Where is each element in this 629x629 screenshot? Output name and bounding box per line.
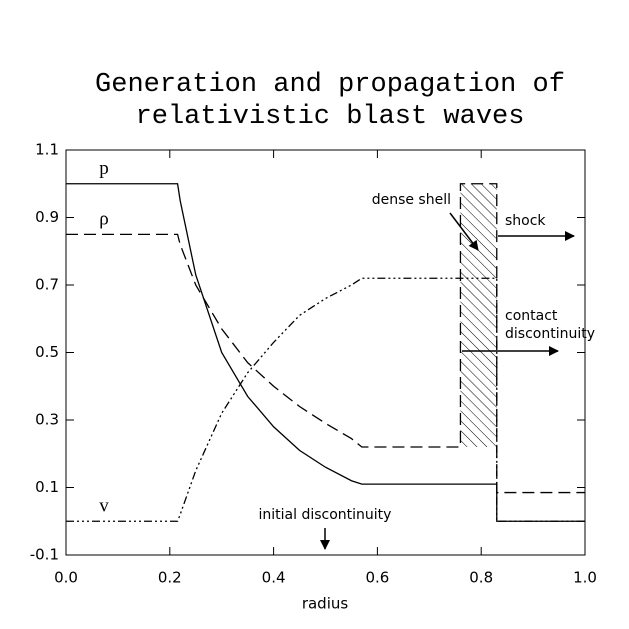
annotation: initial discontinuity — [259, 507, 392, 523]
shell-hatch — [460, 183, 497, 447]
x-tick-label: 1.0 — [573, 569, 597, 587]
line-series — [66, 183, 585, 494]
series-label: ρ — [99, 209, 108, 230]
annotation: contact — [505, 308, 558, 324]
y-tick-label: 0.1 — [35, 478, 59, 496]
line-series — [66, 277, 585, 522]
y-tick-label: 0.5 — [35, 343, 59, 361]
annotation: discontinuity — [505, 326, 595, 342]
x-tick-label: 0.0 — [54, 569, 78, 587]
x-tick-label: 0.8 — [469, 569, 493, 587]
y-tick-label: 1.1 — [35, 141, 59, 159]
x-axis-label: radius — [302, 595, 349, 613]
y-tick-label: 0.3 — [35, 411, 59, 429]
annotation: dense shell — [372, 192, 451, 208]
y-tick-label: 0.7 — [35, 276, 59, 294]
x-tick-label: 0.4 — [262, 569, 286, 587]
series-label: v — [99, 496, 109, 517]
arrow — [449, 212, 479, 251]
x-tick-label: 0.2 — [158, 569, 182, 587]
line-series — [66, 183, 585, 522]
annotation: shock — [505, 213, 546, 229]
series-label: p — [99, 158, 109, 179]
y-tick-label: 0.9 — [35, 208, 59, 226]
plot-frame — [65, 149, 586, 556]
y-tick-label: -0.1 — [30, 546, 59, 564]
chart-title: relativistic blast waves — [136, 102, 525, 132]
chart-title: Generation and propagation of — [95, 70, 565, 100]
x-tick-label: 0.6 — [365, 569, 389, 587]
